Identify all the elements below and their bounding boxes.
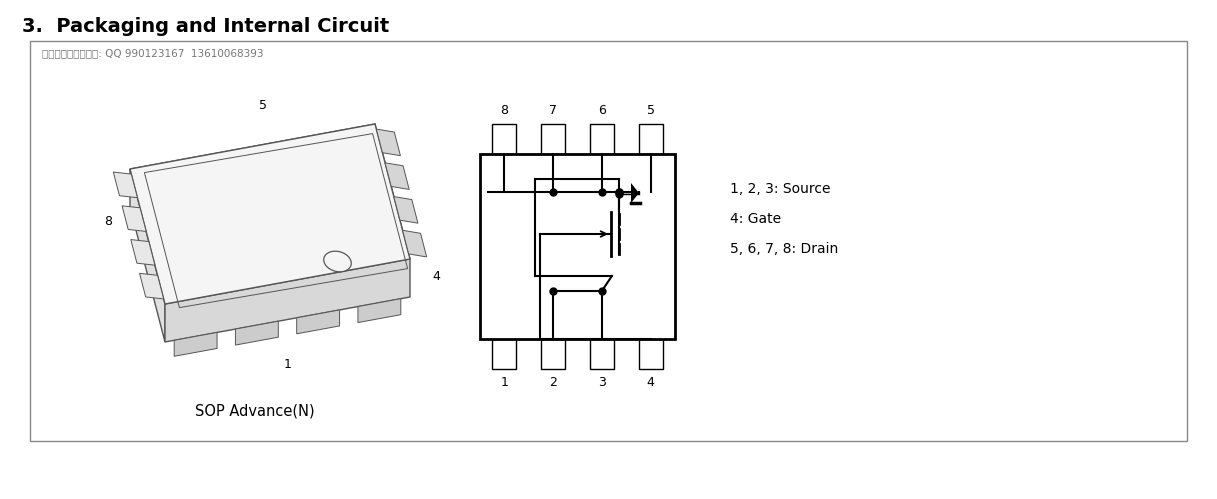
Text: 6: 6 bbox=[598, 104, 606, 117]
Text: 1, 2, 3: Source: 1, 2, 3: Source bbox=[730, 182, 830, 196]
Text: 8: 8 bbox=[103, 215, 112, 228]
Polygon shape bbox=[297, 310, 340, 334]
Text: 4: 4 bbox=[432, 270, 439, 283]
Text: 1: 1 bbox=[500, 376, 509, 389]
Polygon shape bbox=[403, 231, 427, 257]
Polygon shape bbox=[130, 240, 155, 265]
Text: 4: 4 bbox=[646, 376, 655, 389]
Text: 4: Gate: 4: Gate bbox=[730, 212, 781, 226]
Polygon shape bbox=[113, 172, 138, 198]
Bar bbox=[479, 154, 675, 339]
Polygon shape bbox=[130, 124, 410, 304]
Bar bbox=[493, 124, 516, 154]
Polygon shape bbox=[385, 163, 409, 190]
Polygon shape bbox=[174, 332, 217, 356]
Polygon shape bbox=[122, 206, 146, 232]
Text: 7: 7 bbox=[549, 104, 557, 117]
Bar bbox=[639, 339, 662, 369]
Bar bbox=[590, 339, 613, 369]
Text: 3: 3 bbox=[598, 376, 606, 389]
Text: 5: 5 bbox=[646, 104, 655, 117]
Polygon shape bbox=[166, 259, 410, 342]
Text: 8: 8 bbox=[500, 104, 509, 117]
Text: SOP Advance(N): SOP Advance(N) bbox=[195, 404, 315, 419]
Polygon shape bbox=[376, 129, 400, 156]
Polygon shape bbox=[235, 321, 279, 345]
Text: 东芝代理、大量现货: QQ 990123167  13610068393: 东芝代理、大量现货: QQ 990123167 13610068393 bbox=[43, 48, 264, 58]
Bar bbox=[493, 339, 516, 369]
Text: 1: 1 bbox=[284, 358, 291, 371]
Bar bbox=[542, 339, 565, 369]
Polygon shape bbox=[130, 124, 410, 304]
Polygon shape bbox=[358, 299, 400, 322]
Polygon shape bbox=[140, 273, 164, 299]
Polygon shape bbox=[630, 183, 639, 203]
Bar bbox=[590, 124, 613, 154]
Text: 2: 2 bbox=[549, 376, 557, 389]
Ellipse shape bbox=[324, 251, 352, 272]
Text: 5: 5 bbox=[258, 99, 267, 112]
Polygon shape bbox=[394, 197, 417, 223]
Text: 5, 6, 7, 8: Drain: 5, 6, 7, 8: Drain bbox=[730, 242, 839, 256]
Polygon shape bbox=[130, 169, 166, 342]
Bar bbox=[542, 124, 565, 154]
Bar bbox=[639, 124, 662, 154]
Text: 3.  Packaging and Internal Circuit: 3. Packaging and Internal Circuit bbox=[22, 17, 389, 36]
Bar bbox=[30, 41, 1187, 441]
